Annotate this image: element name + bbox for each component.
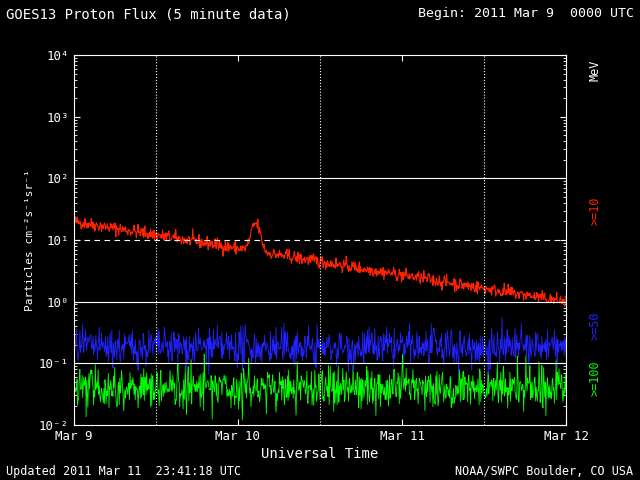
Text: GOES13 Proton Flux (5 minute data): GOES13 Proton Flux (5 minute data) — [6, 7, 291, 21]
Text: >=50: >=50 — [589, 311, 602, 340]
Y-axis label: Particles cm⁻²s⁻¹sr⁻¹: Particles cm⁻²s⁻¹sr⁻¹ — [24, 169, 35, 311]
X-axis label: Universal Time: Universal Time — [261, 447, 379, 461]
Text: Updated 2011 Mar 11  23:41:18 UTC: Updated 2011 Mar 11 23:41:18 UTC — [6, 465, 241, 478]
Text: Begin: 2011 Mar 9  0000 UTC: Begin: 2011 Mar 9 0000 UTC — [418, 7, 634, 20]
Text: MeV: MeV — [589, 60, 602, 82]
Text: >=100: >=100 — [589, 360, 602, 396]
Text: NOAA/SWPC Boulder, CO USA: NOAA/SWPC Boulder, CO USA — [456, 465, 634, 478]
Text: >=10: >=10 — [589, 197, 602, 226]
